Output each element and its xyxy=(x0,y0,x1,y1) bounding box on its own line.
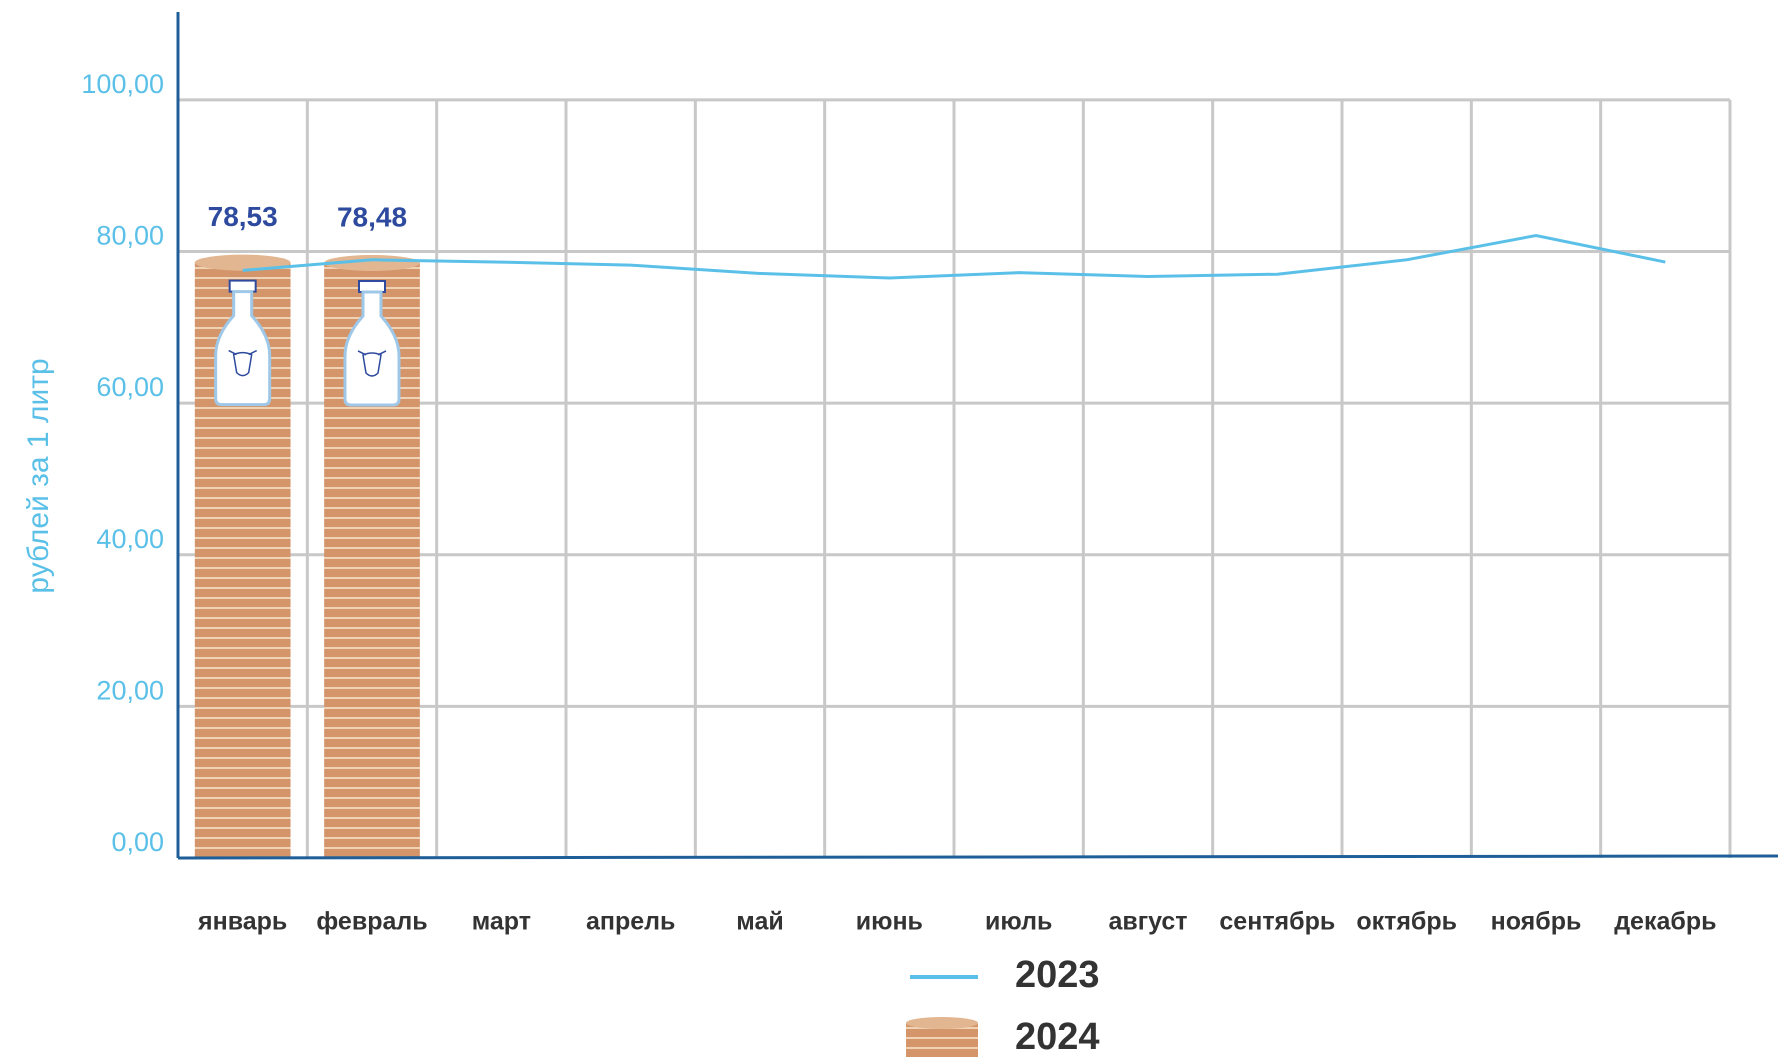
x-tick-label: февраль xyxy=(316,908,427,936)
x-tick-label: ноябрь xyxy=(1491,908,1582,936)
bottle-body xyxy=(343,290,401,407)
bottle-cap xyxy=(228,279,257,293)
x-tick-label: август xyxy=(1108,908,1187,936)
x-tick-label: январь xyxy=(197,908,287,936)
x-tick-label: июнь xyxy=(856,908,923,936)
x-axis xyxy=(177,854,1778,860)
x-tick-label: апрель xyxy=(586,908,675,936)
bottle-icon xyxy=(214,279,272,407)
y-tick-label: 60,00 xyxy=(96,372,164,402)
value-label: 78,53 xyxy=(208,201,278,232)
x-tick-label: март xyxy=(472,908,531,936)
y-tick-label: 80,00 xyxy=(96,221,164,251)
legend-swatch-top xyxy=(906,1017,978,1029)
x-tick-label: июль xyxy=(985,908,1052,936)
legend-label: 2023 xyxy=(1015,954,1100,996)
y-tick-label: 40,00 xyxy=(96,524,164,554)
legend-label: 2024 xyxy=(1015,1016,1100,1058)
y-tick-label: 100,00 xyxy=(81,69,164,99)
bottle-cap xyxy=(358,279,386,293)
y-tick-label: 20,00 xyxy=(96,675,164,705)
cow-face xyxy=(357,350,387,377)
line-series xyxy=(242,234,1666,280)
value-label: 78,48 xyxy=(337,201,407,232)
bottle-body xyxy=(214,290,272,407)
y-axis-title: рублей за 1 литр xyxy=(22,358,55,593)
bottle-icon xyxy=(343,279,401,407)
y-tick-label: 0,00 xyxy=(111,827,164,857)
cow-face xyxy=(228,349,258,377)
x-tick-label: декабрь xyxy=(1614,908,1716,936)
x-tick-label: октябрь xyxy=(1356,908,1457,936)
x-tick-label: май xyxy=(736,908,783,936)
x-tick-label: сентябрь xyxy=(1219,908,1335,936)
coin-top xyxy=(194,254,291,271)
